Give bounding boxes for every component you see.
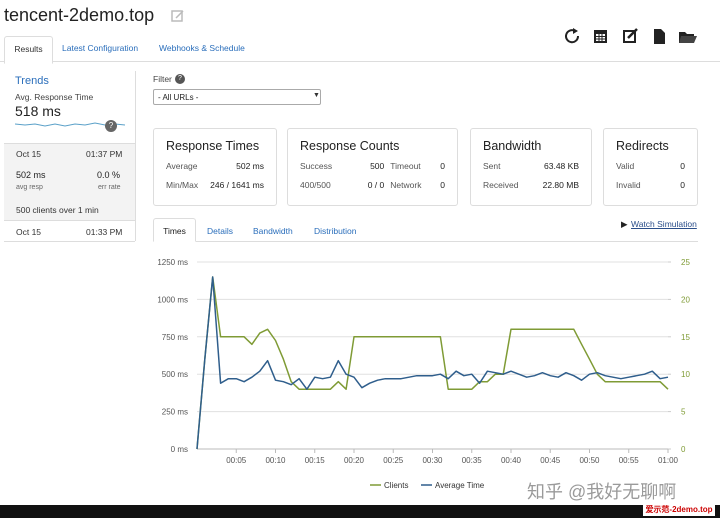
chart-tab[interactable]: Details xyxy=(207,226,233,236)
y-tick-label: 1250 ms xyxy=(157,258,188,267)
run-err: 0.0 % xyxy=(97,170,121,180)
card-title: Response Times xyxy=(166,139,260,153)
stat-card: Response Times Average 502 ms Min/Max 246 / … xyxy=(153,128,277,206)
run-date: Oct 15 xyxy=(16,227,42,237)
card-grid: Average 502 ms Min/Max 246 / 1641 ms xyxy=(166,161,264,190)
y2-tick-label: 10 xyxy=(681,370,690,379)
filter-label: Filter xyxy=(153,74,172,84)
run-summary: 500 clients over 1 min xyxy=(16,205,99,215)
x-tick-label: 00:55 xyxy=(619,456,640,465)
run-date: Oct 15 xyxy=(16,149,42,159)
y2-tick-label: 0 xyxy=(681,445,686,454)
card-label: Timeout xyxy=(390,161,421,171)
url-select[interactable]: - All URLs - xyxy=(153,89,321,105)
card-value: 246 / 1641 ms xyxy=(210,180,264,190)
card-grid: Success 500 Timeout 0 400/500 0 / 0 Network 0 xyxy=(300,161,445,190)
trends-heading[interactable]: Trends xyxy=(15,75,49,87)
watermark: 爱示范-2demo.top xyxy=(643,504,715,516)
x-tick-label: 00:45 xyxy=(540,456,561,465)
chart-tab[interactable]: Bandwidth xyxy=(253,226,293,236)
run-item[interactable] xyxy=(4,143,135,221)
x-tick-label: 00:35 xyxy=(462,456,483,465)
tab[interactable]: Latest Configuration xyxy=(62,43,139,53)
x-tick-label: 00:05 xyxy=(226,456,247,465)
stat-card: Redirects Valid 0 Invalid 0 xyxy=(603,128,698,206)
card-label: Invalid xyxy=(616,180,641,190)
run-time: 01:33 PM xyxy=(86,227,123,237)
y-tick-label: 500 ms xyxy=(162,370,188,379)
select-arrow: ▼ xyxy=(313,92,320,99)
run-time: 01:37 PM xyxy=(86,149,123,159)
watch-link[interactable]: Watch Simulation xyxy=(631,219,697,229)
run-resp-label: avg resp xyxy=(16,184,43,191)
series-line xyxy=(196,276,669,450)
y-tick-label: 1000 ms xyxy=(157,295,188,304)
x-tick-label: 00:25 xyxy=(383,456,404,465)
card-value: 63.48 KB xyxy=(544,161,579,171)
y-tick-label: 250 ms xyxy=(162,408,188,417)
card-grid: Valid 0 Invalid 0 xyxy=(616,161,685,190)
card-label: Success xyxy=(300,161,333,171)
toolbar-icons[interactable] xyxy=(562,27,702,47)
y2-tick-label: 5 xyxy=(681,408,686,417)
play-icon: ▶ xyxy=(621,219,628,229)
y2-tick-label: 20 xyxy=(681,295,690,304)
stat-card: Bandwidth Sent 63.48 KB Received 22.80 MB xyxy=(470,128,592,206)
series-line xyxy=(196,276,669,450)
chart-tab-rule xyxy=(153,241,698,242)
run-resp: 502 ms xyxy=(16,170,46,180)
site-title: tencent-2demo.top xyxy=(4,5,155,25)
x-tick-label: 00:20 xyxy=(344,456,365,465)
y-tick-label: 750 ms xyxy=(162,333,188,342)
card-title: Redirects xyxy=(616,139,669,153)
card-label: 400/500 xyxy=(300,180,331,190)
x-tick-label: 01:00 xyxy=(658,456,679,465)
metric-value: 518 ms xyxy=(15,103,61,119)
card-label: Network xyxy=(390,180,422,190)
x-tick-label: 00:40 xyxy=(501,456,522,465)
help-badge[interactable]: ? xyxy=(105,120,117,132)
card-label: Valid xyxy=(616,161,635,171)
y-tick-label: 0 ms xyxy=(171,445,188,454)
edit-icon[interactable] xyxy=(171,9,185,23)
x-tick-label: 00:30 xyxy=(422,456,443,465)
card-value: 0 / 0 xyxy=(367,180,385,190)
card-value: 0 xyxy=(680,161,685,171)
legend-label: Average Time xyxy=(435,481,485,490)
legend-label: Clients xyxy=(384,481,408,490)
card-label: Received xyxy=(483,180,519,190)
run-item[interactable] xyxy=(4,222,135,242)
card-value: 502 ms xyxy=(236,161,264,171)
card-label: Average xyxy=(166,161,198,171)
chart-tab[interactable]: Times xyxy=(153,218,196,242)
tab[interactable]: Results xyxy=(4,36,53,64)
chart-tab[interactable]: Distribution xyxy=(314,226,357,236)
x-tick-label: 00:10 xyxy=(265,456,286,465)
card-value: 500 xyxy=(370,161,385,171)
card-value: 0 xyxy=(440,180,445,190)
card-grid: Sent 63.48 KB Received 22.80 MB xyxy=(483,161,579,190)
stat-card: Response Counts Success 500 Timeout 0 400/500… xyxy=(287,128,458,206)
card-title: Bandwidth xyxy=(483,139,542,153)
card-title: Response Counts xyxy=(300,139,400,153)
card-value: 22.80 MB xyxy=(542,180,579,190)
y2-tick-label: 15 xyxy=(681,333,690,342)
watermark: 知乎 @我好无聊啊 xyxy=(527,482,677,502)
card-label: Min/Max xyxy=(166,180,199,190)
bottom-bar xyxy=(0,505,720,518)
tab[interactable]: Webhooks & Schedule xyxy=(159,43,245,53)
metric-label: Avg. Response Time xyxy=(15,92,94,102)
card-label: Sent xyxy=(483,161,501,171)
card-value: 0 xyxy=(440,161,445,171)
sidebar xyxy=(4,71,136,241)
x-tick-label: 00:50 xyxy=(579,456,600,465)
help-badge[interactable]: ? xyxy=(175,74,185,84)
run-err-label: err rate xyxy=(98,184,121,191)
y2-tick-label: 25 xyxy=(681,258,690,267)
x-tick-label: 00:15 xyxy=(305,456,326,465)
card-value: 0 xyxy=(680,180,685,190)
tab-rule xyxy=(0,61,720,62)
